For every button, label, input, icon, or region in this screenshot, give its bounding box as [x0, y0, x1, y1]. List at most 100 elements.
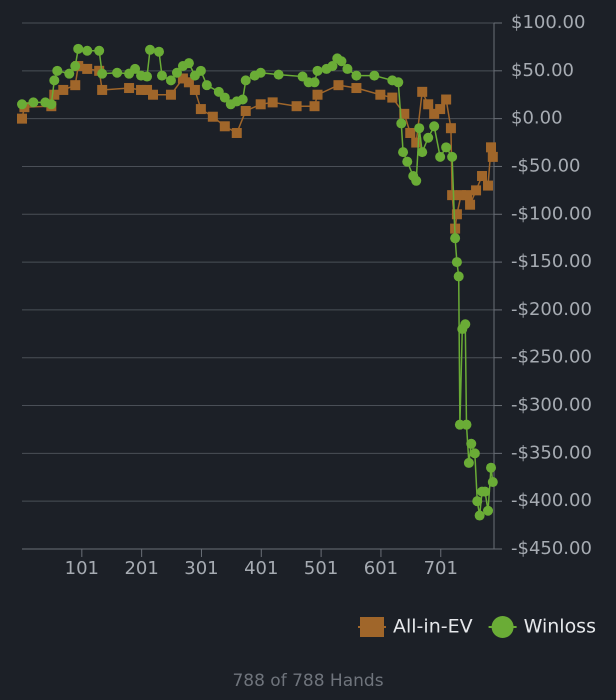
marker: [165, 75, 176, 86]
marker: [97, 68, 108, 79]
marker: [52, 65, 63, 76]
marker: [171, 67, 182, 78]
marker: [240, 105, 251, 116]
marker: [94, 45, 105, 56]
marker: [435, 104, 446, 115]
marker: [486, 462, 497, 473]
marker: [142, 84, 153, 95]
marker: [396, 118, 407, 129]
marker: [291, 101, 302, 112]
marker: [153, 46, 164, 57]
marker: [414, 123, 425, 134]
marker: [474, 510, 485, 521]
marker: [463, 457, 474, 468]
legend-item[interactable]: Winloss: [488, 616, 596, 639]
marker: [342, 63, 353, 74]
marker: [145, 44, 156, 55]
marker: [201, 80, 212, 91]
marker: [402, 156, 413, 167]
marker: [70, 61, 81, 72]
marker: [462, 190, 473, 201]
marker: [375, 89, 386, 100]
marker: [465, 199, 476, 210]
y-tick-label: -$250.00: [511, 347, 592, 368]
marker: [195, 104, 206, 115]
marker: [393, 77, 404, 88]
marker: [387, 92, 398, 103]
y-tick-label: -$100.00: [511, 203, 592, 224]
marker: [429, 108, 440, 119]
x-tick-label: 301: [184, 558, 218, 579]
marker: [255, 67, 266, 78]
marker: [124, 83, 135, 94]
marker: [369, 70, 380, 81]
marker: [447, 190, 458, 201]
series-line: [21, 65, 494, 229]
marker: [461, 419, 472, 430]
legend-label: All-in-EV: [393, 616, 473, 638]
x-tick-label: 201: [124, 558, 158, 579]
marker: [399, 108, 410, 119]
marker: [411, 175, 422, 186]
marker: [17, 113, 27, 124]
marker: [64, 68, 75, 79]
marker: [471, 185, 482, 196]
marker: [97, 84, 108, 95]
marker: [142, 71, 153, 82]
marker: [58, 84, 69, 95]
marker: [207, 111, 218, 122]
marker: [472, 496, 483, 507]
marker: [447, 151, 458, 162]
marker: [441, 94, 452, 105]
marker: [483, 505, 494, 516]
marker: [480, 486, 491, 497]
marker: [82, 45, 93, 56]
marker: [148, 89, 159, 100]
marker: [237, 94, 248, 105]
marker: [70, 80, 81, 91]
marker: [423, 99, 434, 110]
marker: [312, 65, 323, 76]
marker: [46, 99, 57, 110]
marker: [456, 190, 467, 201]
marker: [189, 84, 200, 95]
marker: [451, 209, 462, 220]
marker: [487, 477, 498, 488]
legend-item[interactable]: All-in-EV: [358, 616, 473, 638]
marker: [398, 147, 409, 158]
marker: [231, 127, 242, 138]
marker: [351, 83, 362, 94]
y-tick-label: -$150.00: [511, 251, 592, 272]
marker: [195, 65, 206, 76]
y-tick-label: $0.00: [511, 108, 563, 129]
marker: [130, 63, 141, 74]
marker: [460, 319, 471, 330]
marker: [49, 75, 60, 86]
y-tick-label: -$450.00: [511, 538, 592, 559]
marker: [466, 438, 477, 449]
marker: [333, 80, 344, 91]
marker: [483, 180, 494, 191]
marker: [429, 121, 440, 132]
y-tick-label: -$300.00: [511, 395, 592, 416]
marker: [255, 99, 266, 110]
marker: [240, 75, 251, 86]
marker: [327, 61, 338, 72]
marker: [477, 171, 488, 182]
marker: [136, 84, 147, 95]
marker: [445, 123, 456, 134]
x-tick-label: 401: [244, 558, 278, 579]
marker: [267, 97, 278, 108]
y-tick-label: -$50.00: [511, 155, 580, 176]
marker: [82, 63, 93, 74]
marker: [487, 151, 498, 162]
marker: [451, 257, 462, 268]
y-tick-label: $50.00: [511, 60, 574, 81]
marker: [177, 73, 188, 84]
marker: [112, 67, 123, 78]
marker: [17, 99, 27, 110]
y-tick-label: $100.00: [511, 12, 585, 33]
marker: [450, 233, 461, 244]
